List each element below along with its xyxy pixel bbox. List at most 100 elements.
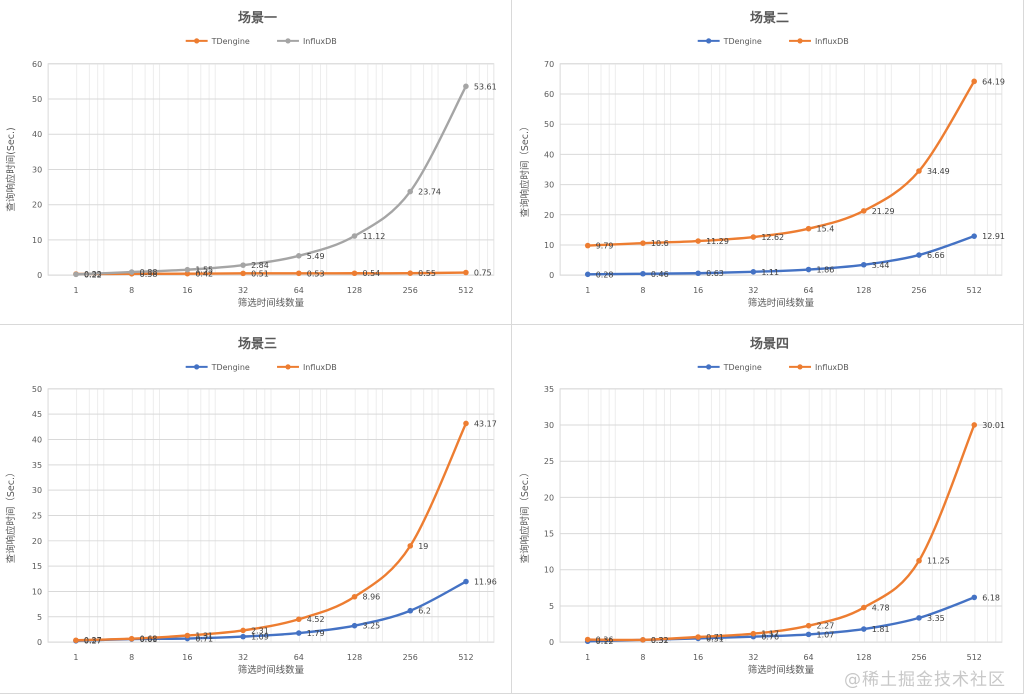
data-point [971, 233, 977, 239]
data-label: 3.25 [363, 622, 381, 631]
legend-item: TDengine [185, 37, 250, 46]
y-tick-label: 5 [549, 602, 554, 611]
legend-label: InfluxDB [303, 363, 337, 372]
y-tick-label: 35 [544, 385, 554, 394]
y-tick-label: 15 [544, 530, 554, 539]
data-point [750, 234, 757, 240]
data-point [240, 627, 246, 634]
data-label: 1.79 [307, 629, 325, 638]
data-label: 3.35 [927, 614, 945, 623]
data-point [971, 594, 978, 601]
data-point [971, 422, 978, 428]
data-label: 0.31 [651, 636, 669, 645]
data-point [296, 616, 302, 623]
data-point [584, 636, 591, 643]
y-tick-label: 15 [32, 562, 42, 571]
series-influxdb: 0.36 0.32 0.71 1.17 2.27 4.78 11.25 30.01 [584, 421, 1005, 645]
x-tick-label: 512 [458, 653, 473, 662]
data-point [695, 270, 701, 277]
data-point [750, 630, 757, 637]
data-label: 0.38 [140, 270, 158, 279]
x-tick-label: 256 [403, 286, 418, 295]
data-point [351, 233, 358, 239]
data-label: 11.29 [706, 237, 729, 246]
y-tick-label: 10 [32, 587, 42, 596]
data-point [584, 271, 591, 278]
data-point [916, 252, 922, 258]
data-point [463, 578, 469, 585]
x-tick-label: 512 [967, 286, 982, 295]
data-label: 43.17 [474, 419, 497, 428]
data-label: 2.27 [817, 622, 835, 631]
y-tick-label: 30 [32, 165, 42, 174]
data-point [916, 168, 922, 174]
data-point [296, 253, 302, 259]
data-point [695, 634, 701, 640]
data-label: 0.32 [651, 636, 669, 645]
data-point [240, 262, 246, 268]
data-point [805, 631, 812, 638]
y-axis-title: 查询响应时间（Sec.） [5, 468, 17, 564]
legend-label: InfluxDB [303, 37, 337, 46]
data-label: 6.2 [418, 607, 431, 616]
legend-item: InfluxDB [789, 37, 849, 46]
y-tick-label: 10 [544, 566, 554, 575]
data-label: 21.29 [872, 207, 895, 216]
x-axis-title: 筛选时间线数量 [748, 297, 815, 309]
data-label: 1.81 [872, 625, 890, 634]
chart-title: 场景二 [750, 11, 789, 26]
y-tick-label: 20 [32, 537, 42, 546]
x-tick-label: 128 [856, 286, 871, 295]
x-tick-label: 128 [856, 653, 871, 662]
data-label: 10.6 [651, 239, 669, 248]
data-point [463, 269, 469, 276]
legend: TDengine InfluxDB [697, 363, 849, 372]
data-point [916, 557, 922, 564]
data-label: 0.22 [84, 270, 102, 279]
x-tick-label: 256 [403, 653, 418, 662]
data-point [73, 637, 79, 644]
series-influxdb: 0.37 0.68 1.31 2.31 4.52 8.96 19 43.17 [73, 419, 497, 645]
legend-marker [194, 38, 200, 44]
y-tick-label: 0 [549, 638, 554, 647]
legend-label: InfluxDB [815, 363, 849, 372]
x-tick-label: 8 [129, 653, 134, 662]
chart-panel-scene-3: 场景三 TDengine InfluxDB 0 5 10 15 20 25 30 35 40 45 50 1… [0, 325, 512, 694]
data-point [73, 271, 79, 278]
data-point [805, 266, 812, 273]
legend-label: TDengine [723, 37, 762, 46]
x-tick-label: 16 [693, 286, 703, 295]
data-point [407, 270, 414, 277]
data-point [240, 270, 246, 277]
data-label: 3.44 [872, 261, 890, 270]
data-point [463, 83, 469, 90]
x-tick-label: 64 [294, 653, 304, 662]
data-point [351, 593, 358, 600]
y-tick-label: 30 [544, 421, 554, 430]
chart-svg: 场景三 TDengine InfluxDB 0 5 10 15 20 25 30 35 40 45 50 1… [5, 337, 497, 676]
legend-label: TDengine [211, 37, 250, 46]
series-line [587, 235, 975, 276]
y-tick-label: 5 [37, 613, 42, 622]
data-label: 1.09 [251, 633, 269, 642]
data-label: 15.4 [817, 225, 835, 234]
x-tick-label: 512 [967, 653, 982, 662]
data-point [916, 615, 922, 621]
y-tick-label: 0 [37, 638, 42, 647]
legend-marker [797, 38, 803, 44]
data-point [805, 622, 812, 629]
y-tick-label: 40 [32, 435, 42, 444]
y-tick-label: 35 [32, 461, 42, 470]
data-label: 4.78 [872, 604, 890, 613]
x-tick-label: 32 [238, 286, 248, 295]
data-label: 0.71 [195, 635, 213, 644]
data-label: 1.31 [195, 631, 213, 640]
y-tick-label: 45 [32, 410, 42, 419]
data-label: 1.17 [761, 630, 779, 639]
data-point [695, 238, 701, 244]
x-tick-label: 256 [911, 286, 926, 295]
data-point [971, 78, 977, 85]
x-tick-label: 32 [238, 653, 248, 662]
x-tick-label: 32 [748, 653, 758, 662]
